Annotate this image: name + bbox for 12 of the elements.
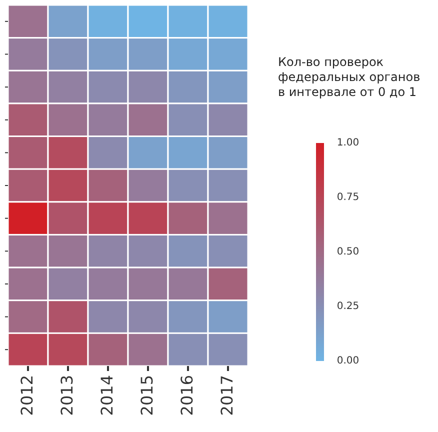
x-tick-label: 2015 [137,375,156,416]
color-bar-label: 0.00 [336,356,360,367]
x-tick-label: 2013 [57,375,76,416]
x-tick-label: 2014 [97,375,116,416]
color-bar-label: 1.00 [336,138,360,149]
x-tick-label: 2016 [177,375,196,416]
x-tick-label: 2012 [17,375,36,416]
color-bar-label: 0.75 [336,192,360,204]
color-bar-title: Кол-во проверок федеральных органов в интервале от 0 до 1 [278,55,420,99]
color-bar-label: 0.50 [336,246,360,258]
color-bar-label: 0.25 [336,301,360,312]
x-tick-label: 2017 [217,375,236,416]
